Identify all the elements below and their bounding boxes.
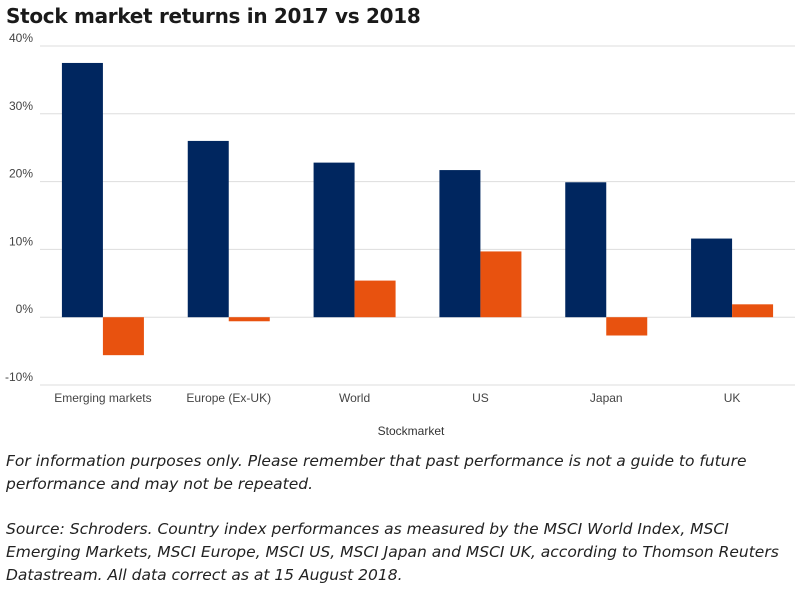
bar-series-2-1 xyxy=(228,317,270,322)
gridlines xyxy=(40,45,795,386)
y-tick-label: 20% xyxy=(9,167,33,181)
x-tick-label: Europe (Ex-UK) xyxy=(186,391,271,405)
bar-chart: -10% 0% 10% 20% 30% 40% Emerging markets Europ… xyxy=(5,31,795,438)
bar-series-1-0 xyxy=(61,62,103,318)
bar-series-1-5 xyxy=(691,238,733,318)
y-tick-label: 40% xyxy=(9,31,33,45)
x-tick-label: Japan xyxy=(590,391,623,405)
x-axis-title: Stockmarket xyxy=(378,424,445,438)
y-tick-label: -10% xyxy=(5,370,33,384)
bar-series-1-2 xyxy=(313,162,355,318)
bar-series-1-3 xyxy=(439,170,481,318)
y-tick-label: 0% xyxy=(16,302,34,316)
x-axis-ticks: Emerging markets Europe (Ex-UK) World US Jap… xyxy=(54,391,740,405)
bar-series-2-5 xyxy=(732,304,774,318)
x-tick-label: US xyxy=(472,391,489,405)
bar-series-2-3 xyxy=(480,251,522,318)
x-tick-label: World xyxy=(339,391,370,405)
x-tick-label: UK xyxy=(724,391,741,405)
bar-series-1-4 xyxy=(565,182,607,318)
chart-title: Stock market returns in 2017 vs 2018 xyxy=(6,4,421,28)
bar-series-2-0 xyxy=(102,317,144,356)
y-tick-label: 10% xyxy=(9,234,33,248)
bar-series-2-2 xyxy=(354,280,396,318)
bars xyxy=(61,62,774,356)
bar-series-2-4 xyxy=(606,317,648,336)
source-note: Source: Schroders. Country index perform… xyxy=(6,520,779,584)
y-axis-ticks: -10% 0% 10% 20% 30% 40% xyxy=(5,31,33,384)
x-tick-label: Emerging markets xyxy=(54,391,151,405)
disclaimer-note: For information purposes only. Please re… xyxy=(6,452,747,493)
bar-series-1-1 xyxy=(187,140,229,318)
y-tick-label: 30% xyxy=(9,99,33,113)
